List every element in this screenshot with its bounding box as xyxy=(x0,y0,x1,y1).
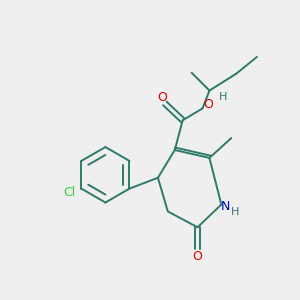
Text: O: O xyxy=(203,98,213,111)
Text: H: H xyxy=(231,207,239,218)
Text: O: O xyxy=(157,91,167,104)
Text: N: N xyxy=(220,200,230,213)
Text: Cl: Cl xyxy=(63,186,76,199)
Text: H: H xyxy=(219,92,227,101)
Text: O: O xyxy=(193,250,202,263)
